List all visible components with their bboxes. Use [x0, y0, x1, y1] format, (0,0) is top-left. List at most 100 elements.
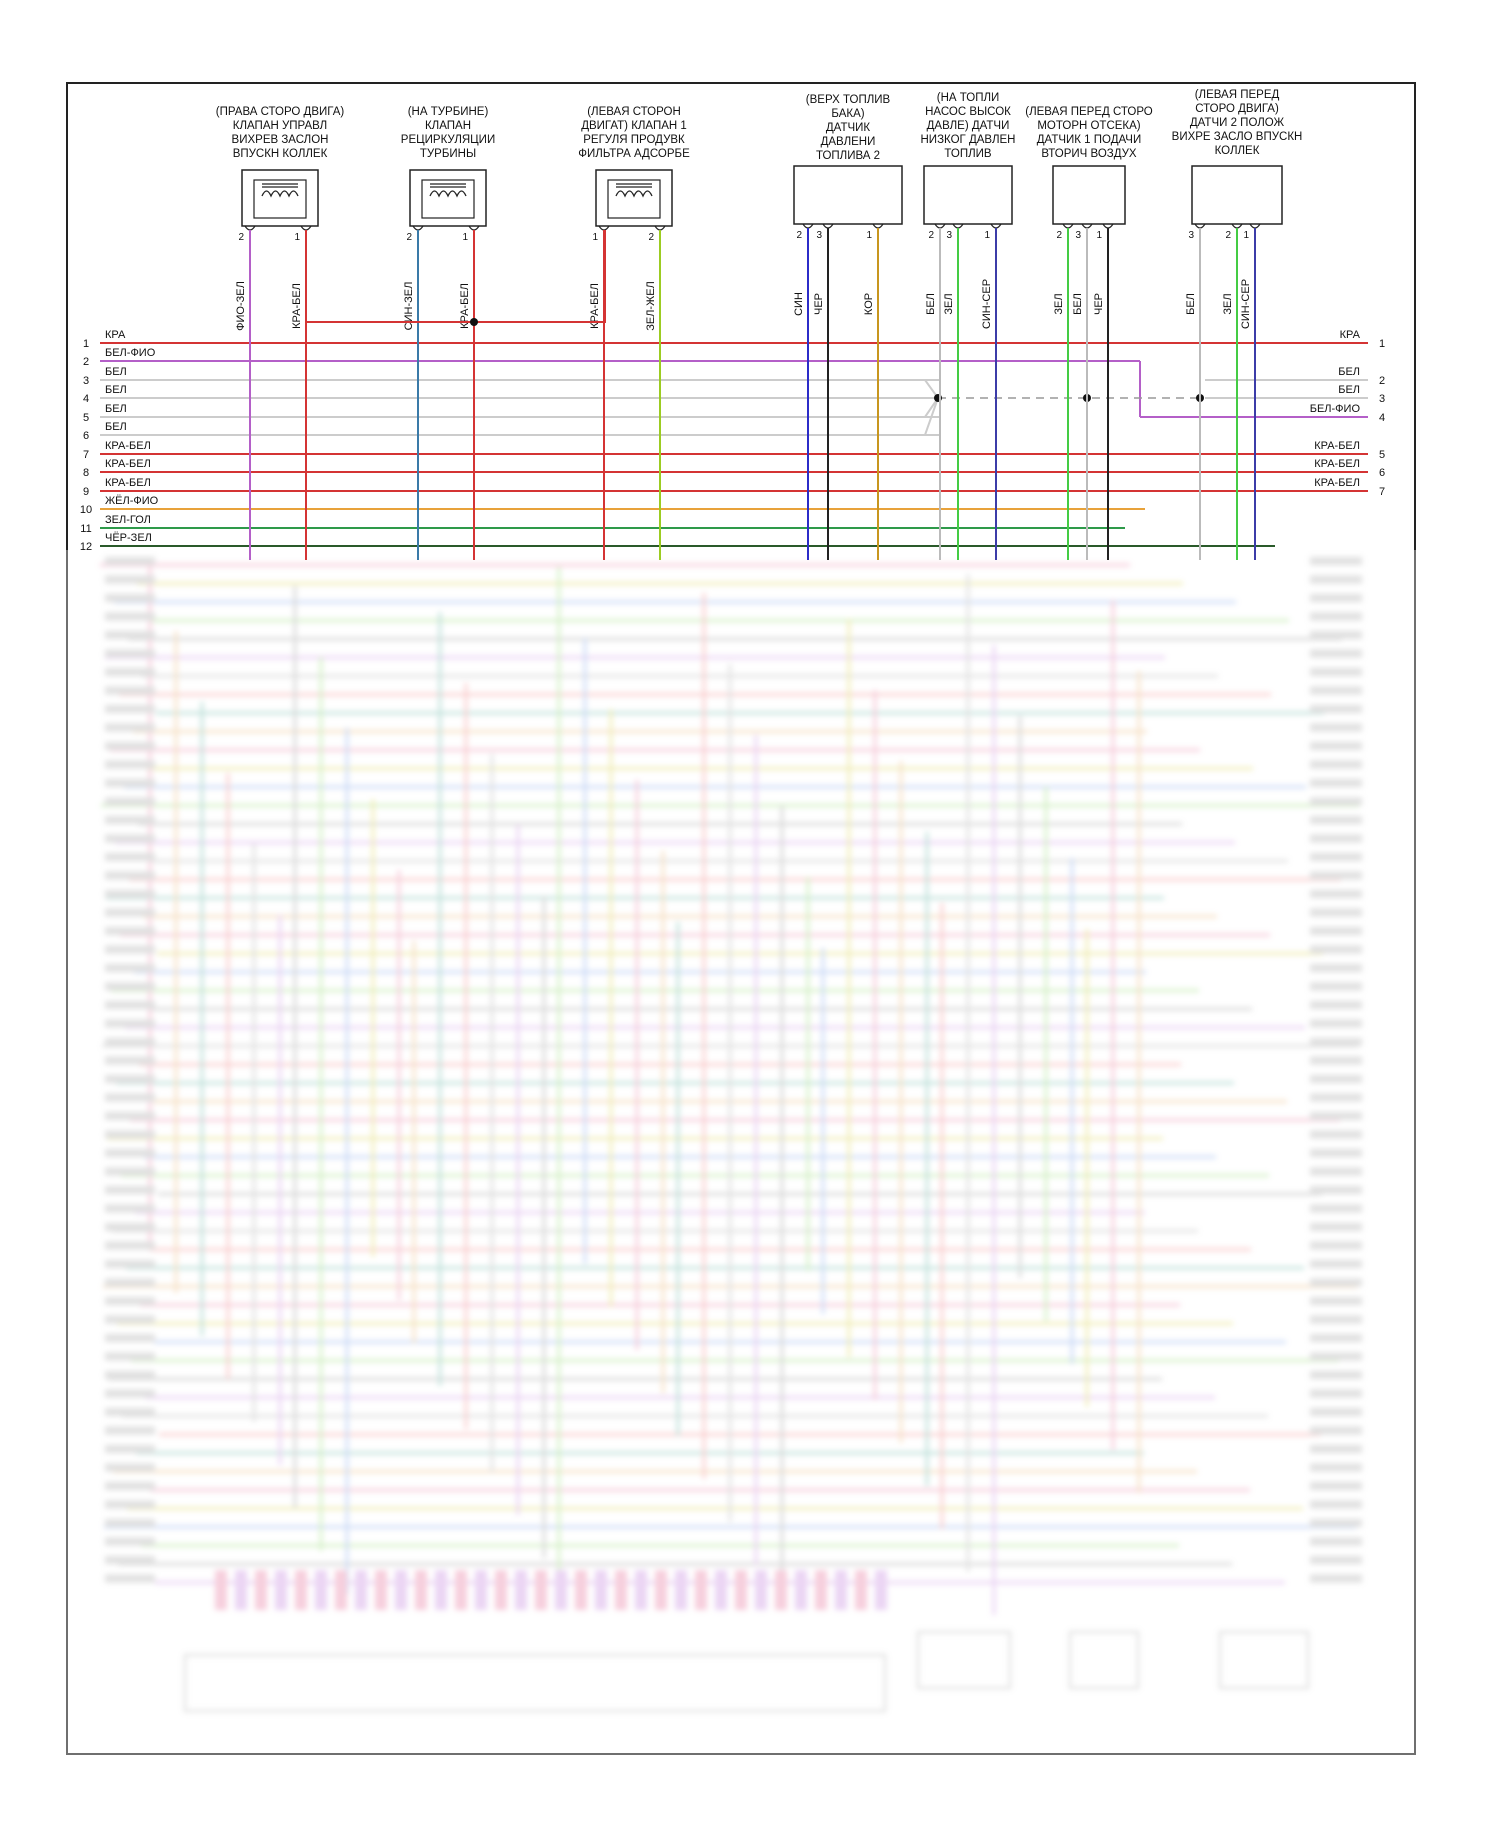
row-number: 7: [83, 449, 89, 461]
obscured-label: [105, 945, 155, 954]
component-c6: (ЛЕВАЯ ПЕРЕД СТОРО МОТОРН ОТСЕКА) ДАТЧИК 1…: [1025, 106, 1153, 560]
obscured-label: [1310, 871, 1362, 880]
obscured-label: [1310, 1315, 1362, 1324]
obscured-label: [1310, 1112, 1362, 1120]
obscured-label: [1310, 594, 1362, 602]
obscured-label: [1310, 1574, 1362, 1583]
obscured-label: [105, 1574, 155, 1583]
obscured-label: [1310, 964, 1362, 972]
right-row-wire-label: КРА: [1340, 329, 1361, 341]
obscured-pin: [595, 1570, 607, 1610]
obscured-label: [1310, 1352, 1362, 1361]
row-number: 4: [83, 393, 89, 405]
wire: [900, 379, 939, 399]
pin-wire-code: ЗЕЛ: [1222, 293, 1234, 314]
obscured-label: [1310, 1519, 1362, 1527]
row-wire-label: БЕЛ: [105, 384, 127, 396]
pin-number: 2: [648, 232, 654, 243]
row-number: 3: [83, 375, 89, 387]
component-label: ВИХРЕВ ЗАСЛОН: [232, 134, 329, 146]
pin-number: 3: [1188, 230, 1194, 241]
row-wire-label: БЕЛ: [105, 366, 127, 378]
pin-wire-code: ЗЕЛ: [943, 293, 955, 314]
obscured-label: [1310, 1075, 1362, 1083]
obscured-label: [1310, 1186, 1362, 1194]
row-wire-label: ЖЁЛ-ФИО: [105, 495, 159, 507]
obscured-label: [105, 834, 155, 843]
component-label: ДВИГАТ) КЛАПАН 1: [581, 120, 687, 132]
pin-number: 1: [462, 232, 468, 243]
obscured-label: [1310, 612, 1362, 621]
component-label: (НА ТУРБИНЕ): [408, 106, 489, 118]
obscured-label: [105, 1519, 155, 1527]
obscured-pin: [535, 1570, 547, 1610]
component-label: (ВЕРХ ТОПЛИВ: [806, 94, 891, 106]
obscured-label: [105, 631, 155, 639]
obscured-label: [105, 1315, 155, 1324]
obscured-label: [105, 890, 155, 898]
row-wire-label: БЕЛ: [105, 403, 127, 415]
pin-wire-code: БЕЛ: [1072, 293, 1084, 315]
obscured-connector: [184, 1654, 886, 1712]
obscured-label: [105, 1130, 155, 1139]
row-wire-label: БЕЛ: [105, 421, 127, 433]
obscured-label: [105, 742, 155, 750]
obscured-pin: [515, 1570, 527, 1610]
pin-wire-code: КРА-БЕЛ: [589, 283, 601, 329]
obscured-label: [1310, 1167, 1362, 1176]
obscured-label: [105, 982, 155, 991]
obscured-label: [105, 1204, 155, 1213]
obscured-label: [1310, 1482, 1362, 1490]
obscured-label: [1310, 1500, 1362, 1509]
component-label: ВИХРЕ ЗАСЛО ВПУСКН: [1172, 131, 1303, 143]
obscured-label: [105, 908, 155, 917]
row-wire-label: КРА-БЕЛ: [105, 458, 151, 470]
pin-number: 2: [238, 232, 244, 243]
obscured-label: [1310, 1019, 1362, 1028]
obscured-label: [1310, 816, 1362, 824]
obscured-label: [1310, 1260, 1362, 1268]
obscured-label: [105, 1241, 155, 1250]
obscured-pin: [875, 1570, 887, 1610]
obscured-label: [105, 1019, 155, 1028]
right-row-number: 5: [1379, 449, 1385, 461]
obscured-pin: [355, 1570, 367, 1610]
obscured-label: [1310, 1537, 1362, 1546]
component-label: ФИЛЬТРА АДСОРБЕ: [578, 148, 690, 160]
pin-wire-code: СИН-СЕР: [1240, 279, 1252, 329]
obscured-pin: [475, 1570, 487, 1610]
component-c5: (НА ТОПЛИ НАСОС ВЫСОК ДАВЛЕ) ДАТЧИ НИЗКОГ Д…: [921, 92, 1016, 560]
pin-wire-code: БЕЛ: [925, 293, 937, 315]
pin-number: 2: [928, 230, 934, 241]
pin-number: 2: [1056, 230, 1062, 241]
component-body: [595, 169, 673, 227]
obscured-label: [1310, 1241, 1362, 1250]
obscured-pin: [255, 1570, 267, 1610]
pin-wire-code: КРА-БЕЛ: [291, 283, 303, 329]
coil-frame: [253, 179, 307, 219]
obscured-label: [105, 1426, 155, 1435]
pin-number: 1: [1243, 230, 1249, 241]
obscured-label: [105, 1093, 155, 1102]
obscured-label: [105, 557, 155, 565]
obscured-label: [105, 1075, 155, 1083]
pin-wire-code: ЧЕР: [1093, 293, 1105, 315]
obscured-label: [105, 1500, 155, 1509]
obscured-label: [105, 871, 155, 880]
obscured-label: [1310, 890, 1362, 898]
component-label: НИЗКОГ ДАВЛЕН: [921, 134, 1016, 146]
pin-number: 1: [984, 230, 990, 241]
wire: [900, 397, 939, 418]
obscured-label: [1310, 1556, 1362, 1564]
row-number: 10: [80, 504, 92, 516]
obscured-connector: [1069, 1631, 1139, 1689]
row-number: 5: [83, 412, 89, 424]
obscured-veil: [62, 550, 1420, 1760]
obscured-label: [1310, 557, 1362, 565]
pin-wire-code: СИН: [793, 292, 805, 316]
component-label: (НА ТОПЛИ: [937, 92, 1000, 104]
obscured-label: [105, 723, 155, 732]
wire: [900, 397, 939, 436]
row-number: 2: [83, 356, 89, 368]
obscured-pin: [815, 1570, 827, 1610]
